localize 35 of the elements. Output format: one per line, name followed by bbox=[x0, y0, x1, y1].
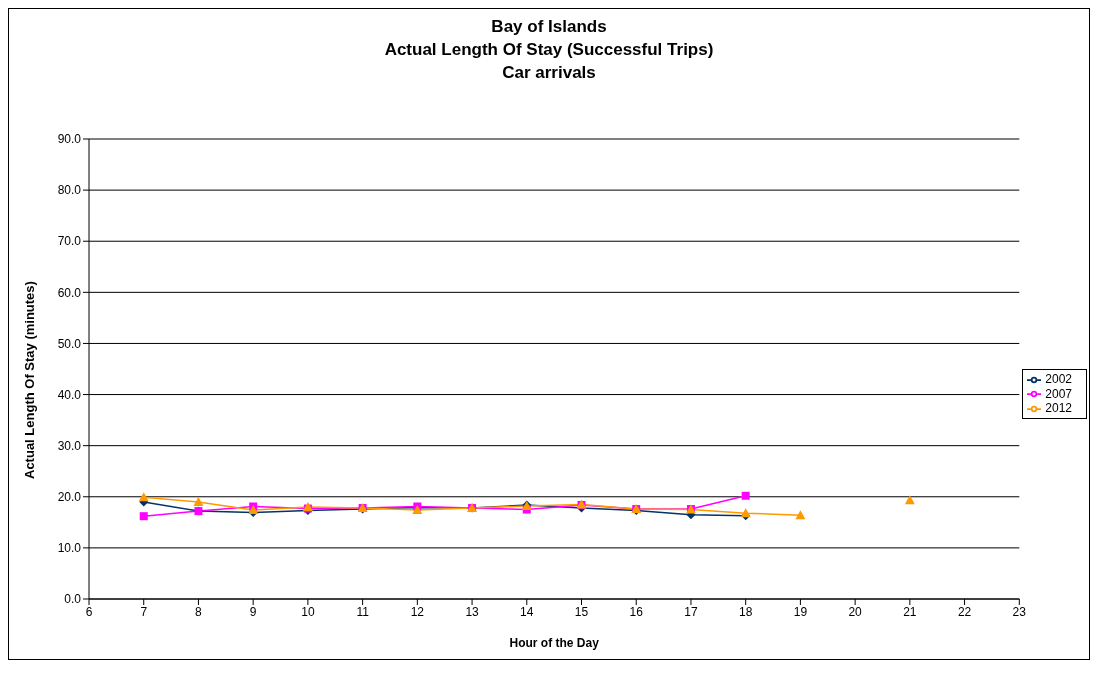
y-tick-label: 80.0 bbox=[57, 183, 82, 198]
y-tick-label: 60.0 bbox=[57, 285, 82, 300]
y-tick-label: 50.0 bbox=[57, 336, 82, 351]
y-tick-label: 30.0 bbox=[57, 438, 82, 453]
x-tick-label: 23 bbox=[1012, 604, 1027, 619]
x-tick-label: 14 bbox=[520, 604, 534, 619]
x-tick-label: 7 bbox=[140, 604, 148, 619]
x-tick-label: 17 bbox=[684, 604, 698, 619]
x-axis-title: Hour of the Day bbox=[509, 636, 600, 650]
x-tick-label: 9 bbox=[249, 604, 257, 619]
x-tick-label: 20 bbox=[848, 604, 863, 619]
x-tick-label: 21 bbox=[903, 604, 917, 619]
legend-label: 2012 bbox=[1045, 401, 1072, 416]
y-tick-label: 40.0 bbox=[57, 387, 82, 402]
x-tick-label: 10 bbox=[301, 604, 315, 619]
y-axis-title: Actual Length Of Stay (minutes) bbox=[21, 281, 37, 479]
x-tick-label: 13 bbox=[465, 604, 480, 619]
chart-subtitle: Actual Length Of Stay (Successful Trips) Car arrivals bbox=[383, 40, 715, 83]
x-tick-label: 11 bbox=[356, 604, 370, 619]
legend-label: 2007 bbox=[1045, 386, 1072, 401]
y-tick-label: 90.0 bbox=[57, 132, 82, 147]
x-tick-label: 22 bbox=[957, 604, 972, 619]
x-tick-label: 16 bbox=[629, 604, 644, 619]
y-tick-label: 10.0 bbox=[57, 541, 82, 556]
x-tick-label: 6 bbox=[85, 604, 93, 619]
x-tick-label: 12 bbox=[410, 604, 425, 619]
x-tick-label: 15 bbox=[574, 604, 589, 619]
chart-title: Bay of Islands bbox=[490, 17, 608, 37]
y-tick-label: 20.0 bbox=[57, 490, 82, 505]
y-tick-label: 70.0 bbox=[57, 234, 82, 249]
x-tick-label: 8 bbox=[195, 604, 203, 619]
x-tick-label: 18 bbox=[739, 604, 753, 619]
x-tick-label: 19 bbox=[793, 604, 808, 619]
y-tick-label: 0.0 bbox=[64, 592, 82, 607]
legend-label: 2002 bbox=[1045, 371, 1072, 386]
